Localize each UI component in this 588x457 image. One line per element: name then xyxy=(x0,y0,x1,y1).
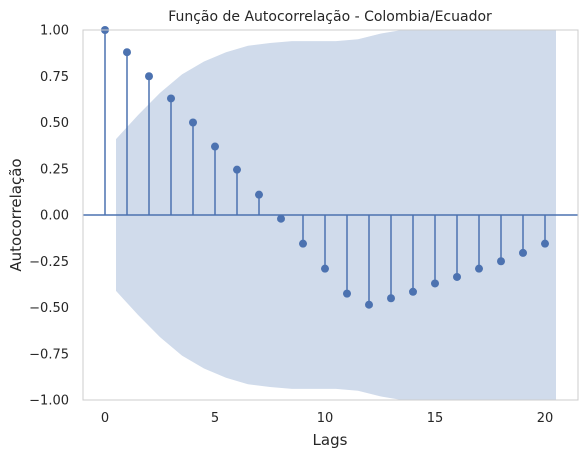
axes-frame xyxy=(82,29,579,401)
y-tick-labels: −1.00 −0.75 −0.50 −0.25 0.00 0.25 0.50 0.75 1.00 xyxy=(29,24,69,409)
y-tick-label: −0.75 xyxy=(29,347,69,362)
marker-lag-1 xyxy=(123,48,131,57)
x-tick-label: 5 xyxy=(211,411,219,426)
marker-lag-12 xyxy=(365,300,373,309)
chart-title: Função de Autocorrelação - Colombia/Ecua… xyxy=(168,9,492,25)
marker-lag-20 xyxy=(541,239,549,248)
marker-lag-3 xyxy=(167,94,175,103)
marker-lag-2 xyxy=(145,72,153,81)
marker-lag-10 xyxy=(321,264,329,273)
y-tick-label: 0.75 xyxy=(40,70,69,85)
plot-area xyxy=(82,26,579,401)
stem-layer xyxy=(104,30,546,305)
marker-layer xyxy=(101,26,549,309)
marker-lag-7 xyxy=(255,190,263,199)
y-tick-label: −0.50 xyxy=(29,301,69,316)
y-tick-label: 0.25 xyxy=(40,162,69,177)
marker-lag-5 xyxy=(211,142,219,151)
marker-lag-17 xyxy=(475,264,483,273)
x-tick-label: 20 xyxy=(537,411,554,426)
y-tick-label: −0.25 xyxy=(29,255,69,270)
marker-lag-15 xyxy=(431,279,439,288)
marker-lag-9 xyxy=(299,239,307,248)
marker-lag-16 xyxy=(453,272,461,281)
y-axis-label: Autocorrelação xyxy=(7,158,25,271)
y-tick-label: −1.00 xyxy=(29,394,69,409)
y-tick-label: 0.50 xyxy=(40,116,69,131)
marker-lag-4 xyxy=(189,118,197,127)
marker-lag-18 xyxy=(497,257,505,266)
x-tick-labels: 0 5 10 15 20 xyxy=(101,411,553,426)
marker-lag-6 xyxy=(233,165,241,174)
marker-lag-13 xyxy=(387,294,395,303)
y-tick-label: 0.00 xyxy=(40,209,69,224)
y-tick-label: 1.00 xyxy=(40,24,69,39)
x-axis-label: Lags xyxy=(313,431,348,449)
x-tick-label: 10 xyxy=(317,411,334,426)
marker-lag-8 xyxy=(277,214,285,223)
x-tick-label: 0 xyxy=(101,411,109,426)
marker-lag-19 xyxy=(519,248,527,257)
x-tick-label: 15 xyxy=(427,411,444,426)
marker-lag-14 xyxy=(409,287,417,296)
marker-lag-11 xyxy=(343,289,351,298)
